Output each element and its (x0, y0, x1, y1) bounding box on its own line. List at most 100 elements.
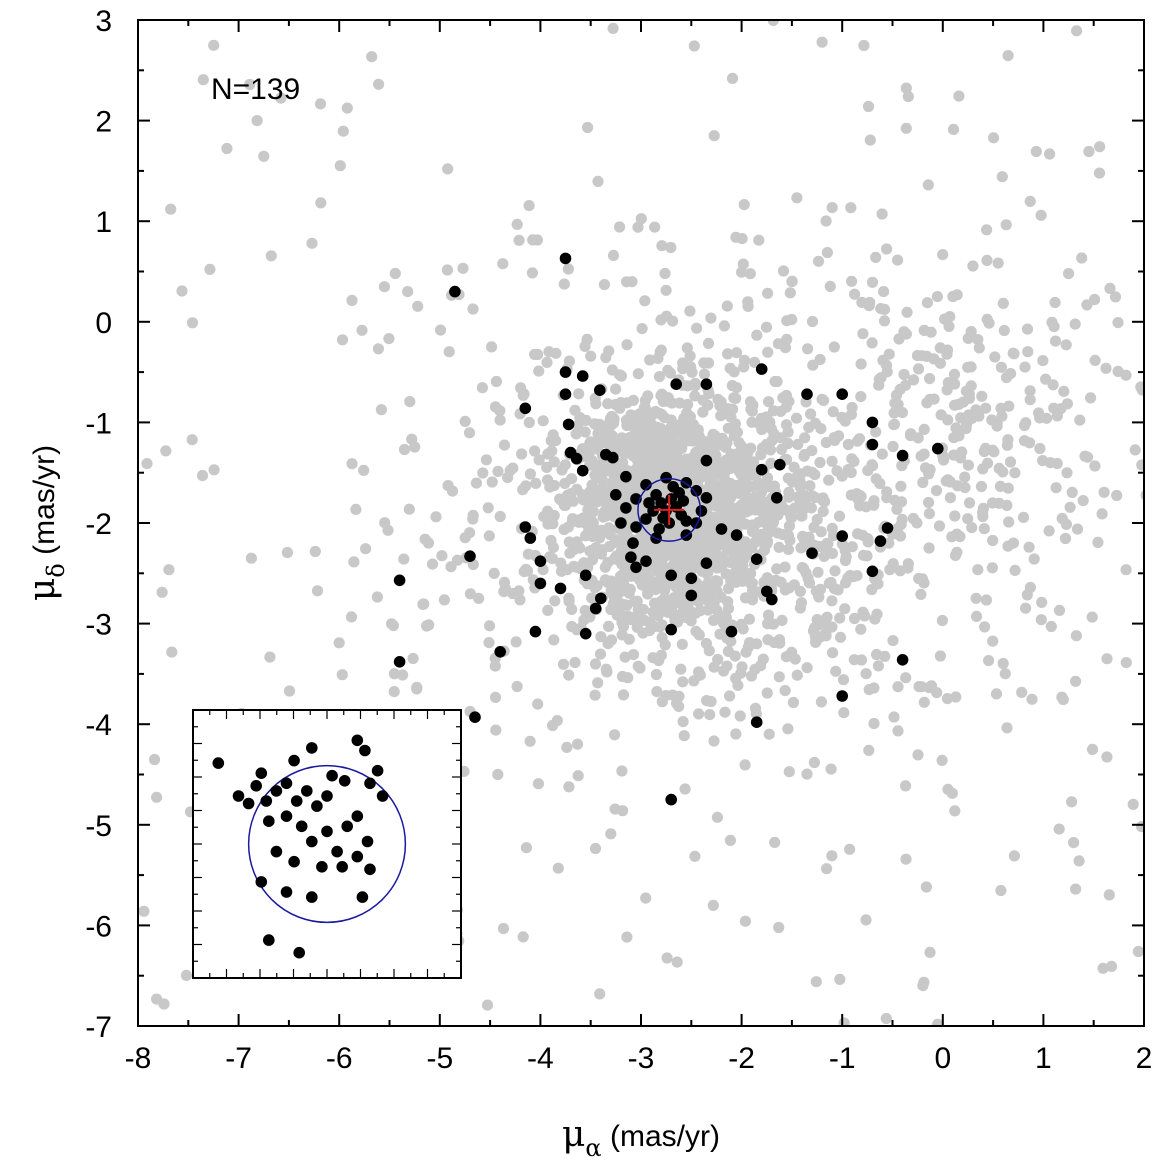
field-star (980, 402, 992, 414)
field-star (676, 599, 688, 611)
field-star (722, 602, 735, 615)
field-star (1101, 653, 1113, 665)
field-star (690, 625, 702, 638)
field-star (641, 462, 654, 474)
field-star (866, 276, 879, 288)
field-star (743, 637, 756, 649)
field-star (705, 695, 717, 708)
field-star (659, 639, 671, 651)
member-star (393, 656, 406, 668)
field-star (315, 197, 327, 209)
field-star (650, 473, 662, 486)
field-star (799, 432, 811, 444)
field-star (946, 787, 958, 799)
field-star (872, 578, 884, 590)
field-star (609, 439, 622, 451)
field-star (1030, 145, 1042, 158)
field-star (599, 487, 612, 499)
field-star (873, 373, 885, 385)
member-star (690, 485, 703, 497)
field-star (855, 623, 867, 635)
field-star (689, 390, 701, 402)
field-star (977, 502, 990, 514)
field-star (1022, 346, 1034, 358)
field-star (196, 469, 209, 482)
field-star (855, 391, 867, 403)
field-star (1105, 960, 1118, 973)
field-star (636, 323, 648, 335)
field-star (621, 931, 633, 943)
field-star (762, 287, 774, 299)
inset-member-star (260, 795, 273, 807)
field-star (923, 542, 935, 554)
field-star (780, 401, 792, 413)
inset-member-star (295, 820, 308, 833)
field-star (685, 361, 697, 373)
field-star (546, 552, 559, 565)
field-star (378, 281, 390, 293)
field-star (563, 595, 575, 608)
member-star-points (393, 252, 944, 806)
field-star (763, 396, 775, 408)
field-star (824, 280, 836, 292)
field-star (545, 435, 557, 447)
field-star (616, 629, 628, 641)
member-star (866, 565, 879, 578)
field-star (603, 345, 615, 357)
field-star (786, 476, 799, 488)
field-star (573, 516, 585, 528)
field-star (545, 534, 557, 547)
field-star (848, 612, 861, 625)
field-star (708, 661, 720, 673)
field-star (524, 735, 536, 747)
field-star (483, 530, 495, 542)
member-star (750, 553, 763, 565)
field-star (477, 467, 489, 479)
field-star (900, 853, 912, 865)
field-star (816, 36, 828, 48)
field-star (948, 368, 961, 380)
field-star (925, 326, 937, 338)
field-star (1076, 252, 1088, 264)
field-star (712, 576, 724, 588)
field-star (786, 275, 798, 287)
field-star (978, 523, 990, 535)
field-star (524, 468, 537, 480)
field-star (724, 690, 736, 702)
field-star (815, 526, 827, 538)
member-star (836, 388, 848, 401)
field-star (661, 952, 673, 964)
field-star (1071, 523, 1084, 535)
field-star (808, 756, 821, 769)
field-star (467, 513, 479, 525)
field-star (617, 805, 629, 817)
field-star (498, 439, 511, 451)
field-star (1092, 536, 1104, 549)
field-star (618, 544, 630, 556)
field-star (166, 646, 178, 658)
field-star (819, 496, 831, 508)
field-star (975, 480, 988, 493)
field-star (681, 342, 693, 354)
field-star (532, 698, 544, 710)
field-star (746, 542, 758, 554)
field-star (558, 523, 570, 536)
field-star (513, 585, 525, 597)
field-star (833, 510, 846, 522)
field-star (709, 531, 721, 543)
y-tick-label: -6 (85, 910, 112, 943)
field-star (798, 450, 810, 462)
field-star (610, 383, 622, 395)
field-star (997, 657, 1009, 670)
field-star (734, 513, 747, 525)
field-star (803, 577, 816, 589)
field-star (1129, 444, 1141, 456)
field-star (738, 354, 751, 366)
field-star (571, 738, 584, 750)
field-star (754, 478, 767, 490)
field-star (251, 115, 263, 127)
field-star (656, 240, 668, 252)
field-star (917, 980, 929, 992)
inset-member-star (290, 795, 303, 807)
